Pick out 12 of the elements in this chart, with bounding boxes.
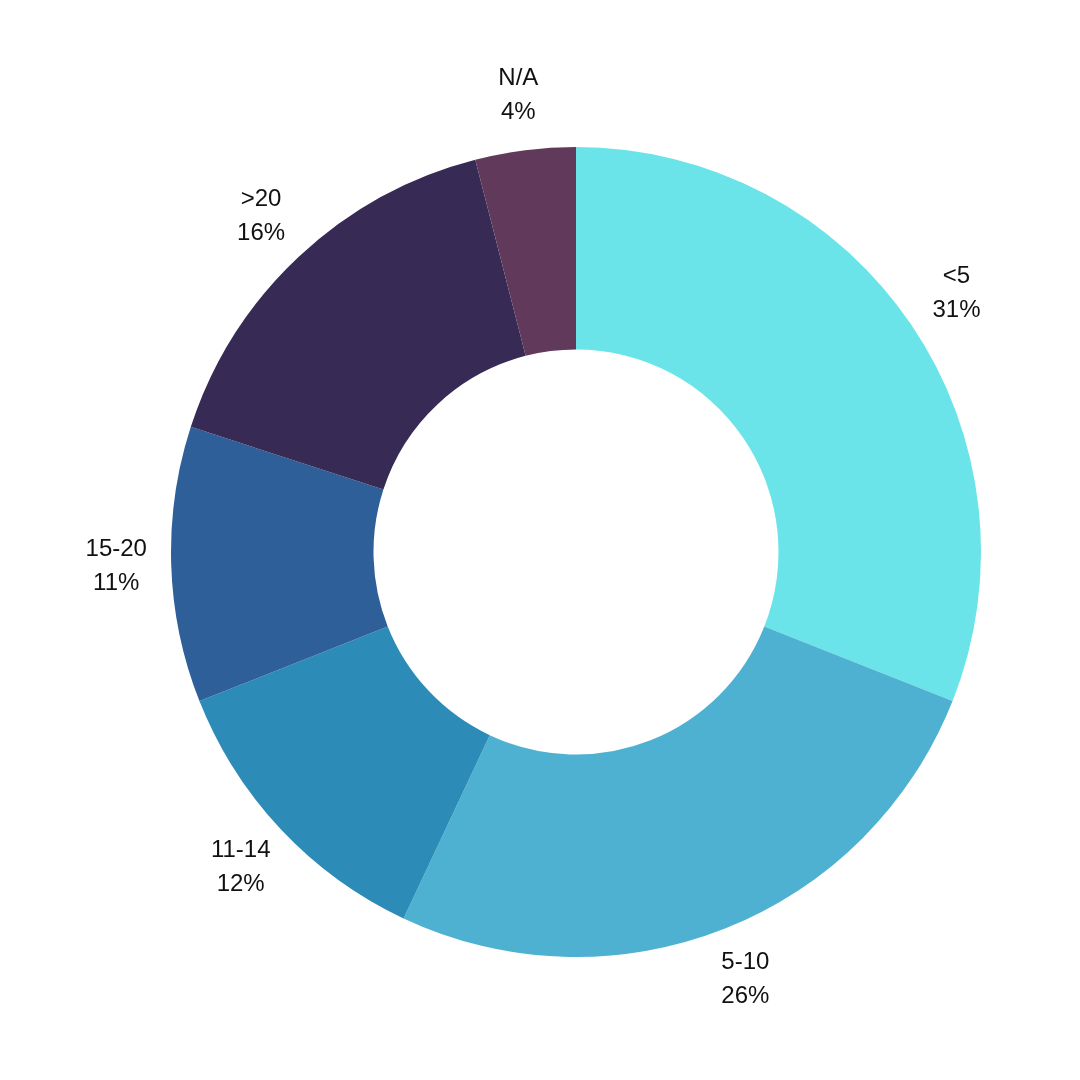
slice-label: <5	[942, 261, 971, 289]
data-label: 16%	[237, 218, 286, 246]
slice-label: N/A	[498, 63, 539, 91]
data-label: 26%	[721, 981, 770, 1009]
slice-label: 15-20	[85, 534, 147, 562]
data-label: 12%	[216, 868, 265, 896]
data-label: 11%	[93, 568, 140, 596]
data-label: 31%	[932, 295, 981, 323]
slice-label: >20	[240, 184, 282, 212]
data-label: 4%	[501, 97, 536, 125]
slice-label: 5-10	[721, 947, 770, 975]
slice-label: 11-14	[210, 834, 271, 862]
